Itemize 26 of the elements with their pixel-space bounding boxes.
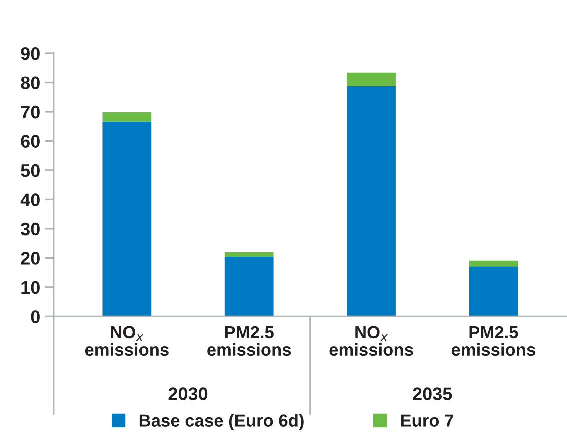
bar <box>102 122 152 317</box>
y-tick-label: 0 <box>31 310 40 324</box>
y-tick-label: 90 <box>21 47 40 60</box>
x-tick-label: NO$_{x}$ emissions <box>330 326 414 356</box>
text: 2030 <box>168 388 208 400</box>
y-tick-label: 80 <box>21 76 40 90</box>
y-tick-label: 70 <box>21 106 40 119</box>
bar <box>347 72 396 86</box>
bar <box>469 260 518 267</box>
y-tick-label: 60 <box>21 135 40 148</box>
bar <box>347 86 396 317</box>
x-tick-label: PM2.5 emissions <box>208 326 292 356</box>
bar <box>224 257 274 317</box>
y-tick-label: 30 <box>21 222 40 236</box>
bar <box>102 112 152 122</box>
y-tick-label: 20 <box>21 252 40 265</box>
legend-label: Euro 7 <box>401 414 454 427</box>
y-tick-label: 40 <box>20 194 40 206</box>
x-tick-label: NO$_{x}$ emissions <box>85 326 169 356</box>
y-tick-label: 50 <box>21 164 40 178</box>
legend-label: Base case (Euro 6d) <box>140 414 304 430</box>
text: 2035 <box>413 388 452 400</box>
x-tick-label: PM2.5 emissions <box>452 326 536 356</box>
bar <box>469 266 518 317</box>
bar <box>224 252 274 258</box>
y-tick-label: 10 <box>22 281 40 294</box>
